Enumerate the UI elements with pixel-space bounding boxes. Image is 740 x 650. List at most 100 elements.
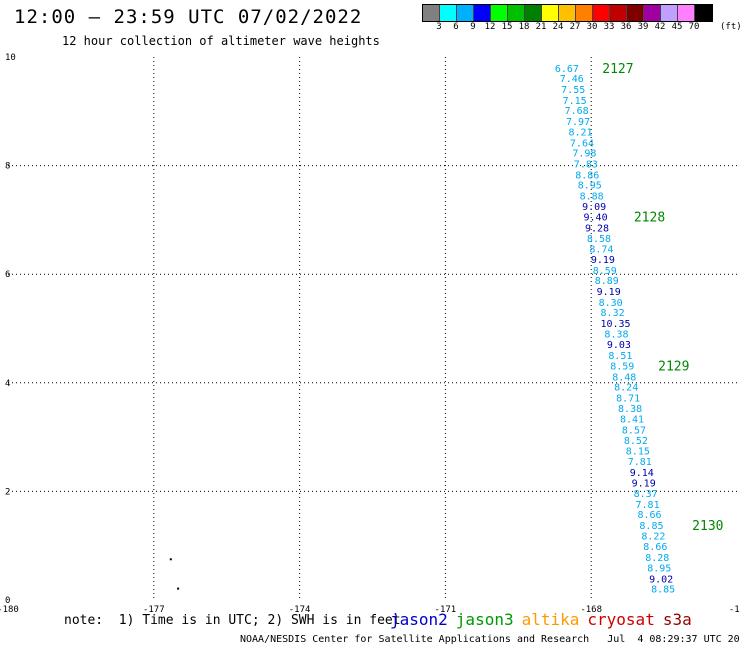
swh-value: 8.28 — [645, 553, 669, 564]
colorbar-label: 9 — [470, 22, 476, 32]
pass-number: 2129 — [658, 359, 689, 374]
colorbar-swatch — [661, 5, 678, 21]
mission-s3a: s3a — [662, 610, 692, 629]
colorbar-swatch — [423, 5, 440, 21]
colorbar-swatch — [491, 5, 508, 21]
x-tick-label: -16 — [729, 605, 740, 615]
mission-jason2: jason2 — [390, 610, 448, 629]
colorbar-label: 21 — [535, 22, 547, 32]
pass-number: 2128 — [634, 211, 665, 226]
swh-value: 6.67 — [555, 64, 579, 75]
colorbar-swatch — [576, 5, 593, 21]
colorbar-label: 42 — [654, 22, 666, 32]
swh-value: 7.15 — [563, 96, 587, 107]
swh-value: 7.55 — [561, 85, 585, 96]
swh-value: 7.81 — [628, 457, 652, 468]
colorbar-label: 70 — [688, 22, 700, 32]
colorbar-label: 33 — [603, 22, 615, 32]
swh-value: 9.02 — [649, 574, 673, 585]
colorbar-swatch — [627, 5, 644, 21]
swh-value: 8.71 — [616, 393, 640, 404]
colorbar-swatch — [457, 5, 474, 21]
colorbar-swatch — [474, 5, 491, 21]
y-tick-label: 10 — [5, 53, 16, 63]
footer-note: note: 1) Time is in UTC; 2) SWH is in fe… — [64, 613, 401, 628]
swh-value: 8.85 — [639, 521, 663, 532]
swh-value: 8.85 — [651, 585, 675, 596]
swh-value: 8.37 — [634, 489, 658, 500]
swh-value: 8.24 — [614, 383, 638, 394]
swh-value: 9.28 — [585, 224, 609, 235]
swh-value: 8.66 — [643, 542, 667, 553]
swh-value: 7.83 — [574, 159, 598, 170]
swh-value: 8.95 — [647, 563, 671, 574]
colorbar-label: 36 — [620, 22, 632, 32]
swh-value: 8.86 — [575, 170, 599, 181]
y-tick-label: 6 — [5, 270, 10, 280]
swh-value: 8.58 — [587, 234, 611, 245]
swh-value: 9.14 — [630, 468, 654, 479]
swh-value: 8.48 — [612, 372, 636, 383]
swh-value: 9.19 — [597, 287, 621, 298]
colorbar — [422, 4, 713, 22]
colorbar-label: 45 — [671, 22, 683, 32]
swh-value: 7.98 — [572, 149, 596, 160]
swh-value: 7.64 — [570, 138, 594, 149]
mission-cryosat: cryosat — [587, 610, 655, 629]
swh-value: 8.59 — [610, 361, 634, 372]
swh-value: 8.95 — [578, 181, 602, 192]
pass-number: 2130 — [692, 519, 723, 534]
data-marker — [169, 558, 172, 561]
swh-value: 9.19 — [632, 479, 656, 490]
swh-value: 8.51 — [608, 351, 632, 362]
swh-value: 8.38 — [604, 329, 628, 340]
x-tick-label: -168 — [580, 605, 602, 615]
colorbar-swatch — [440, 5, 457, 21]
swh-value: 8.15 — [626, 447, 650, 458]
swh-value: 8.74 — [589, 245, 613, 256]
data-marker — [177, 587, 180, 590]
colorbar-swatch — [508, 5, 525, 21]
x-tick-label: -171 — [435, 605, 457, 615]
colorbar-label: 30 — [586, 22, 598, 32]
colorbar-swatch — [678, 5, 695, 21]
colorbar-labels: 3 6 9 12 15 18 21 24 27 30 33 36 39 42 45 70 — [422, 22, 740, 34]
swh-value: 7.81 — [636, 500, 660, 511]
colorbar-label: 24 — [552, 22, 564, 32]
colorbar-label: 15 — [501, 22, 513, 32]
colorbar-label: 27 — [569, 22, 581, 32]
colorbar-swatch — [644, 5, 661, 21]
swh-value: 8.66 — [637, 510, 661, 521]
colorbar-label: 39 — [637, 22, 649, 32]
swh-value: 8.38 — [618, 404, 642, 415]
footer-credit: NOAA/NESDIS Center for Satellite Applica… — [240, 634, 740, 645]
swh-value: 7.68 — [565, 106, 589, 117]
mission-altika: altika — [521, 610, 580, 629]
pass-number: 2127 — [602, 62, 633, 77]
swh-value: 8.41 — [620, 415, 644, 426]
colorbar-swatch — [593, 5, 610, 21]
x-tick-label: -177 — [143, 605, 165, 615]
colorbar-label: 6 — [453, 22, 459, 32]
chart-title: 12:00 – 23:59 UTC 07/02/2022 — [14, 6, 363, 28]
swh-value: 8.21 — [568, 127, 592, 138]
mission-legend: jason2 jason3 altika cryosat s3a — [390, 610, 700, 629]
colorbar-swatch — [559, 5, 576, 21]
mission-jason3: jason3 — [455, 610, 514, 629]
y-tick-label: 8 — [5, 162, 10, 172]
colorbar-swatch — [695, 5, 712, 21]
colorbar-swatch — [610, 5, 627, 21]
swh-value: 7.46 — [560, 74, 584, 85]
y-tick-label: 2 — [5, 487, 10, 497]
swh-value: 8.30 — [599, 298, 623, 309]
x-tick-label: -180 — [0, 605, 19, 615]
swh-value: 8.22 — [641, 531, 665, 542]
colorbar-label: 18 — [518, 22, 530, 32]
swh-value: 9.09 — [582, 202, 606, 213]
x-tick-label: -174 — [289, 605, 311, 615]
swh-value: 9.40 — [584, 213, 608, 224]
colorbar-swatch — [525, 5, 542, 21]
swh-value: 8.32 — [601, 308, 625, 319]
chart-subtitle: 12 hour collection of altimeter wave hei… — [62, 34, 380, 48]
